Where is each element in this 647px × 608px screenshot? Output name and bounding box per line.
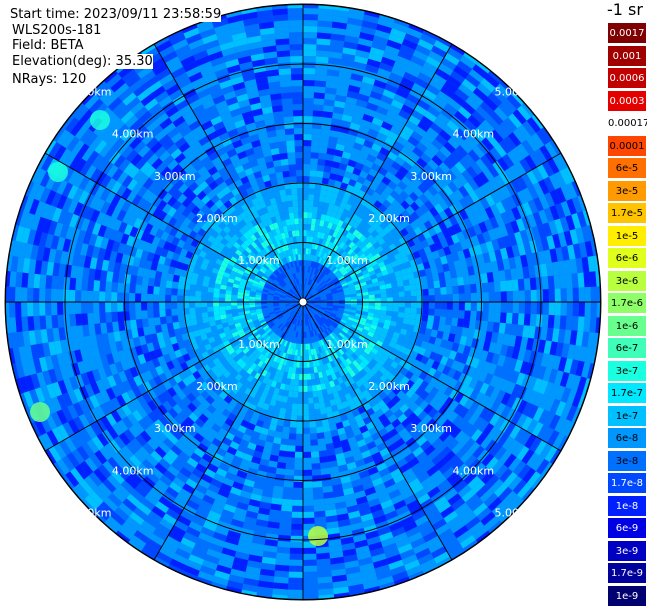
range-ring-label: 4.00km (112, 464, 154, 477)
range-ring-label: 1.00km (326, 254, 368, 267)
legend-entry: 6e-5 (607, 157, 647, 179)
radar-origin-marker (299, 298, 307, 306)
instrument-label: WLS200s-181 (12, 23, 101, 38)
range-ring-label: 4.00km (453, 128, 495, 141)
range-ring-label: 2.00km (196, 380, 238, 393)
legend-entry: 1e-6 (607, 315, 647, 337)
legend-entry: 0.0006 (607, 67, 647, 89)
legend-entry: 0.001 (607, 45, 647, 67)
range-ring-label: 1.00km (326, 338, 368, 351)
elevation-label: Elevation(deg): 35.30 (12, 54, 153, 69)
legend-entry: 0.0001 (607, 135, 647, 157)
legend-entry: 6e-7 (607, 337, 647, 359)
nrays-label: NRays: 120 (12, 72, 86, 87)
legend-entry: 6e-6 (607, 247, 647, 269)
field-label: Field: BETA (12, 38, 83, 53)
legend-entry: 1.7e-9 (607, 562, 647, 584)
legend-entry: 1e-7 (607, 405, 647, 427)
legend-entry: 3e-6 (607, 270, 647, 292)
legend-units-label: -1 sr (607, 0, 643, 19)
start-time-label: Start time: 2023/09/11 23:58:59 (10, 7, 221, 22)
range-ring-label: 3.00km (154, 422, 196, 435)
legend-entry: 6e-9 (607, 517, 647, 539)
range-ring-label: 5.00km (495, 86, 537, 99)
range-ring-label: 3.00km (410, 170, 452, 183)
range-ring-label: 5.00km (70, 86, 112, 99)
legend-entry: 3e-7 (607, 360, 647, 382)
range-ring-label: 3.00km (154, 170, 196, 183)
range-ring-label: 3.00km (410, 422, 452, 435)
range-ring-label: 2.00km (368, 212, 410, 225)
range-ring-label: 5.00km (70, 506, 112, 519)
legend-entry: 3e-8 (607, 450, 647, 472)
legend-entry: 0.0003 (607, 90, 647, 112)
range-ring-label: 2.00km (368, 380, 410, 393)
legend-entry: 1.7e-6 (607, 292, 647, 314)
legend-entry: 0.0017 (607, 22, 647, 44)
legend-entry: 1e-9 (607, 585, 647, 607)
range-ring-label: 4.00km (453, 464, 495, 477)
legend-entry: 1.7e-5 (607, 202, 647, 224)
legend-entry: 1.7e-7 (607, 382, 647, 404)
legend-entry: 1e-8 (607, 495, 647, 517)
range-ring-label: 1.00km (238, 254, 280, 267)
legend-entry: 6e-8 (607, 427, 647, 449)
range-ring-label: 4.00km (112, 128, 154, 141)
legend-entry: 1e-5 (607, 225, 647, 247)
range-ring-label: 1.00km (238, 338, 280, 351)
legend-entry: 1.7e-8 (607, 472, 647, 494)
legend-entry: 0.00017 (607, 112, 647, 134)
range-ring-label: 2.00km (196, 212, 238, 225)
range-ring-label: 5.00km (495, 506, 537, 519)
legend-entry: 3e-5 (607, 180, 647, 202)
legend-entry: 3e-9 (607, 540, 647, 562)
